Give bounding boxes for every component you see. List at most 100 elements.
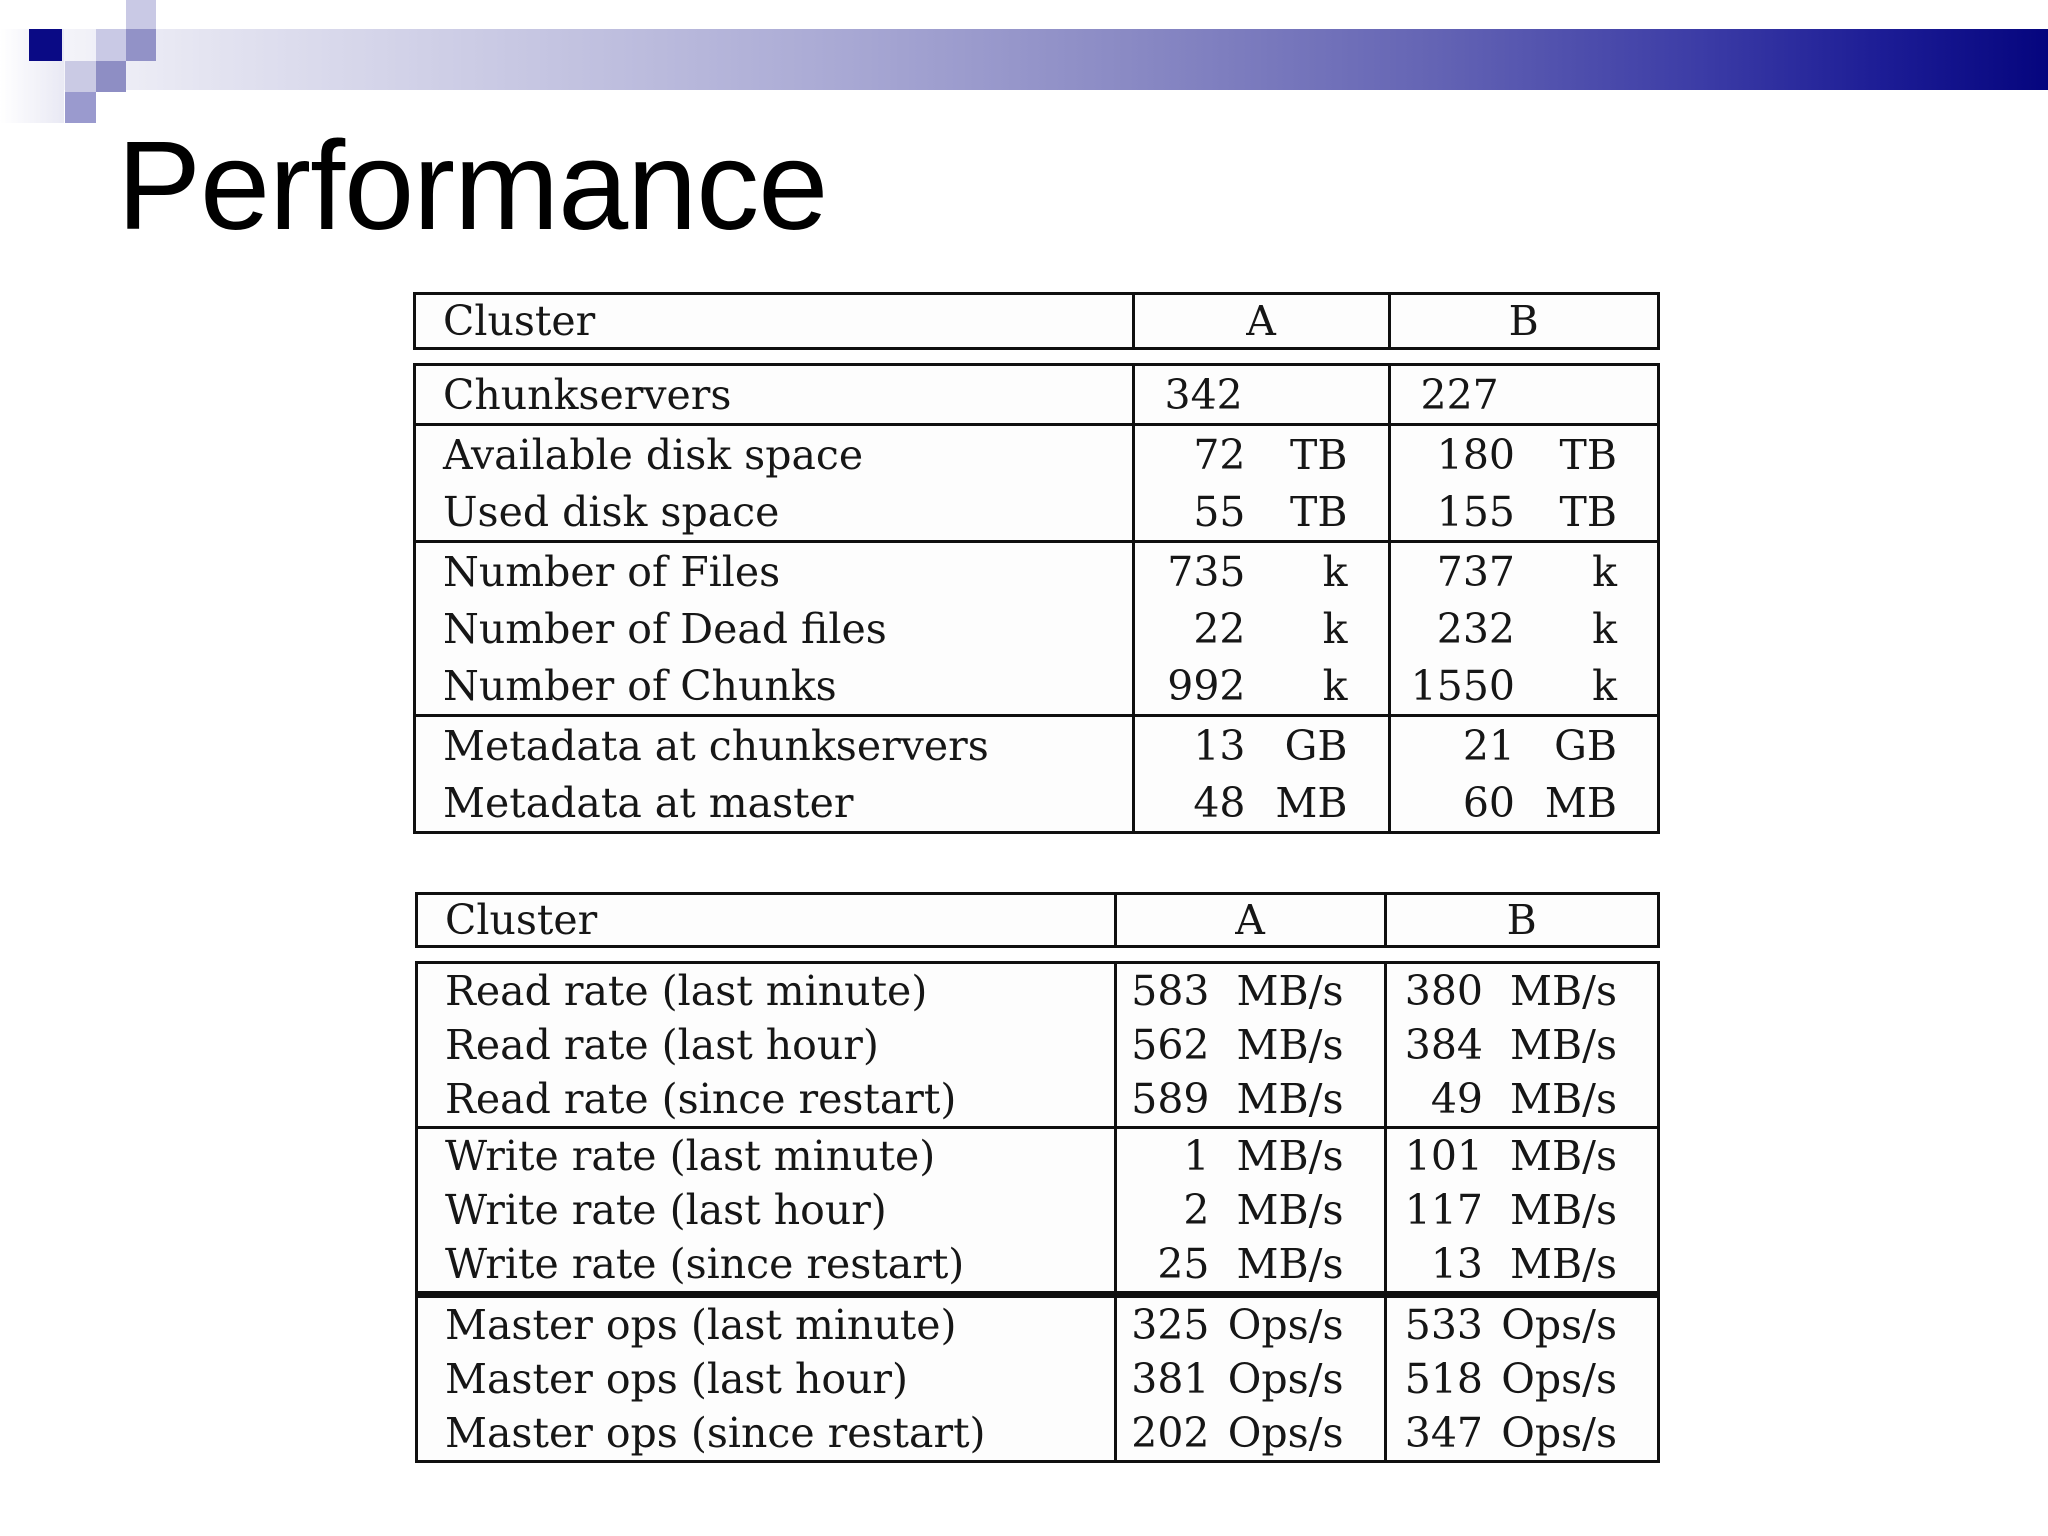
table-header-row: Cluster A B [418, 895, 1657, 945]
cell-b: 60 MB [1387, 774, 1657, 831]
cell-b: 13 MB/s [1383, 1237, 1657, 1295]
value: 227 [1420, 370, 1499, 419]
cell-b: 380 MB/s [1383, 964, 1657, 1018]
row-label: Available disk space [416, 423, 1133, 483]
deco-square [96, 61, 126, 92]
unit: k [1592, 604, 1617, 653]
row-label: Number of Dead files [443, 604, 887, 653]
unit: k [1322, 547, 1348, 596]
cell-b: 180 TB [1387, 423, 1657, 483]
column-header-b: B [1387, 295, 1657, 347]
row-label: Chunkservers [443, 370, 732, 419]
unit: MB/s [1510, 1075, 1617, 1123]
cell-b: 227 [1387, 366, 1657, 425]
header-gradient-bar [0, 29, 2048, 90]
table-row: Chunkservers 342 227 [416, 366, 1657, 425]
cell-a: 72 TB [1131, 423, 1389, 483]
row-label: Metadata at chunkservers [416, 714, 1133, 774]
value: 72 [1193, 430, 1246, 479]
value: 232 [1436, 604, 1515, 653]
value: 384 [1404, 1021, 1483, 1069]
cell-a: 2 MB/s [1113, 1183, 1385, 1237]
row-label: Master ops (last minute) [418, 1291, 1115, 1352]
value: 347 [1404, 1409, 1483, 1457]
cell-b: 737 k [1387, 540, 1657, 600]
unit: k [1322, 661, 1348, 710]
row-label: Number of Files [416, 540, 1133, 600]
table-row: Available disk space 72 TB 180 TB [416, 423, 1657, 483]
unit: MB/s [1236, 967, 1344, 1015]
deco-square [65, 92, 96, 123]
cluster-performance-table: Cluster A B Read rate (last minute) 583 M… [415, 892, 1660, 1463]
unit: Ops/s [1227, 1355, 1344, 1403]
value: 737 [1436, 547, 1515, 596]
cell-a: 562 MB/s [1113, 1018, 1385, 1072]
table-header-box: Cluster A B [415, 892, 1660, 948]
column-header-cluster: Cluster [445, 896, 598, 944]
table-row: Master ops (last minute) 325 Ops/s 533 Ops… [418, 1291, 1657, 1352]
row-label: Read rate (since restart) [445, 1075, 957, 1123]
cell-a: 583 MB/s [1113, 964, 1385, 1018]
value: 13 [1193, 721, 1246, 770]
unit: MB/s [1236, 1132, 1344, 1180]
deco-square [126, 0, 156, 30]
cell-b: 117 MB/s [1383, 1183, 1657, 1237]
row-label: Used disk space [443, 487, 780, 536]
unit: GB [1554, 721, 1617, 770]
cell-b: 155 TB [1387, 483, 1657, 542]
value: 992 [1167, 661, 1246, 710]
value: 342 [1164, 370, 1243, 419]
unit: Ops/s [1501, 1355, 1617, 1403]
cell-a: 735 k [1131, 540, 1389, 600]
cell-b: 533 Ops/s [1383, 1291, 1657, 1352]
cell-a: 342 [1131, 366, 1389, 425]
unit: MB/s [1510, 1021, 1617, 1069]
unit: TB [1290, 430, 1348, 479]
value: 60 [1462, 778, 1515, 827]
table-row: Master ops (since restart) 202 Ops/s 347 O… [418, 1406, 1657, 1460]
cell-a: 55 TB [1131, 483, 1389, 542]
cell-a: 202 Ops/s [1113, 1406, 1385, 1460]
row-label: Write rate (last hour) [445, 1186, 887, 1234]
table-body-box: Read rate (last minute) 583 MB/s 380 MB/s … [415, 961, 1660, 1463]
column-header-b: B [1383, 895, 1657, 945]
value: 1550 [1410, 661, 1515, 710]
cell-a: 1 MB/s [1113, 1126, 1385, 1183]
value: 380 [1404, 967, 1483, 1015]
cell-b: 384 MB/s [1383, 1018, 1657, 1072]
value: 22 [1193, 604, 1246, 653]
row-label: Metadata at master [443, 778, 854, 827]
value: 2 [1183, 1186, 1210, 1234]
cell-a: 325 Ops/s [1113, 1291, 1385, 1352]
value: 562 [1131, 1021, 1210, 1069]
table-row: Metadata at master 48 MB 60 MB [416, 774, 1657, 831]
cell-a: 25 MB/s [1113, 1237, 1385, 1295]
row-label: Master ops (since restart) [445, 1409, 986, 1457]
column-header-a: A [1113, 895, 1385, 945]
cell-b: 49 MB/s [1383, 1072, 1657, 1128]
unit: MB/s [1510, 1132, 1617, 1180]
row-label: Read rate (last minute) [445, 967, 928, 1015]
unit: MB [1275, 778, 1348, 827]
table-row: Read rate (since restart) 589 MB/s 49 MB/s [418, 1072, 1657, 1128]
table-body-box: Chunkservers 342 227 Available disk spac… [413, 363, 1660, 834]
column-header-a: A [1131, 295, 1389, 347]
cell-a: 992 k [1131, 657, 1389, 716]
cell-b: 1550 k [1387, 657, 1657, 716]
unit: MB/s [1510, 1186, 1617, 1234]
unit: k [1592, 547, 1617, 596]
unit: GB [1284, 721, 1348, 770]
value: 101 [1404, 1132, 1483, 1180]
cell-a: 13 GB [1131, 714, 1389, 774]
value: 518 [1404, 1355, 1483, 1403]
cell-b: 518 Ops/s [1383, 1352, 1657, 1406]
table-row: Number of Dead files 22 k 232 k [416, 600, 1657, 657]
unit: Ops/s [1227, 1301, 1344, 1349]
cell-b: 21 GB [1387, 714, 1657, 774]
unit: TB [1559, 487, 1617, 536]
row-label: Write rate (last minute) [418, 1126, 1115, 1183]
cell-b: 347 Ops/s [1383, 1406, 1657, 1460]
table-row: Master ops (last hour) 381 Ops/s 518 Ops/s [418, 1352, 1657, 1406]
deco-square-navy [29, 29, 62, 61]
